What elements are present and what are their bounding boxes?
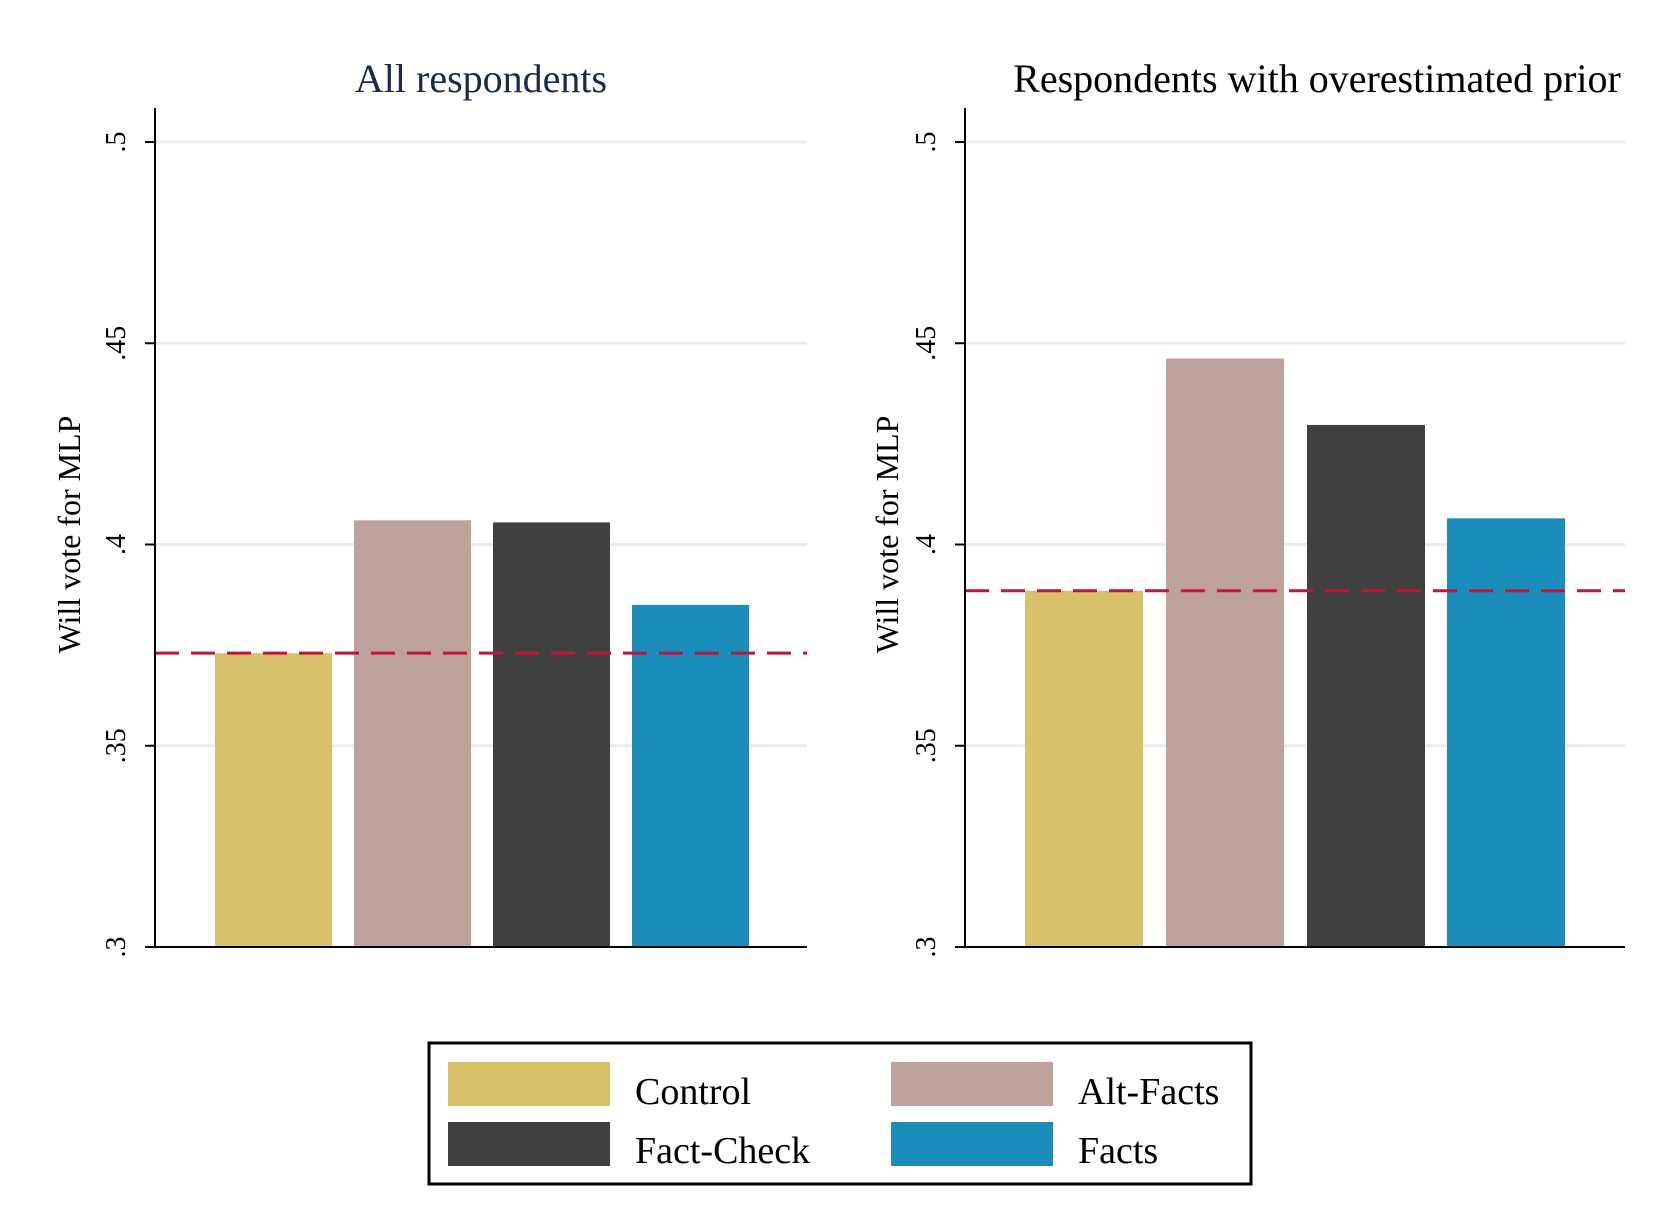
legend-swatch-control: [448, 1062, 610, 1106]
panel-1: .3 .35 .4 .45 .5 Will vote for MLP All respond…: [51, 56, 807, 958]
y-tick-label: .35: [911, 728, 942, 763]
y-tick-label: .45: [911, 326, 942, 361]
legend-label-facts: Facts: [1078, 1130, 1158, 1172]
y-tick-label: .4: [911, 534, 942, 555]
y-axis-title: Will vote for MLP: [51, 416, 87, 654]
bar-fact-check: [1307, 424, 1425, 947]
legend-swatch-fact-check: [448, 1122, 610, 1166]
bar-control: [1025, 590, 1143, 947]
y-axis-title: Will vote for MLP: [869, 416, 905, 654]
panel-title: Respondents with overestimated prior: [1013, 56, 1621, 101]
bar-facts: [632, 604, 749, 947]
y-tick-label: .5: [911, 132, 942, 153]
y-tick-label: .35: [101, 728, 132, 763]
bar-alt-facts: [1166, 358, 1284, 947]
legend: Control Alt-Facts Fact-Check Facts: [427, 1041, 1253, 1186]
bar-alt-facts: [354, 520, 471, 947]
bar-facts: [1447, 518, 1565, 947]
legend-label-control: Control: [635, 1071, 751, 1113]
y-tick-label: .4: [101, 534, 132, 555]
legend-label-alt-facts: Alt-Facts: [1078, 1071, 1219, 1113]
legend-swatch-facts: [891, 1122, 1053, 1166]
panel-2: .3 .35 .4 .45 .5 Will vote for MLP Respondents…: [869, 56, 1625, 958]
bar-control: [215, 653, 332, 947]
panel-title: All respondents: [355, 56, 607, 101]
legend-swatch-alt-facts: [891, 1062, 1053, 1106]
legend-label-fact-check: Fact-Check: [635, 1130, 810, 1172]
y-tick-label: .45: [101, 326, 132, 361]
y-tick-label: .3: [101, 937, 132, 958]
y-tick-label: .3: [911, 937, 942, 958]
bar-fact-check: [493, 522, 610, 947]
y-tick-label: .5: [101, 132, 132, 153]
